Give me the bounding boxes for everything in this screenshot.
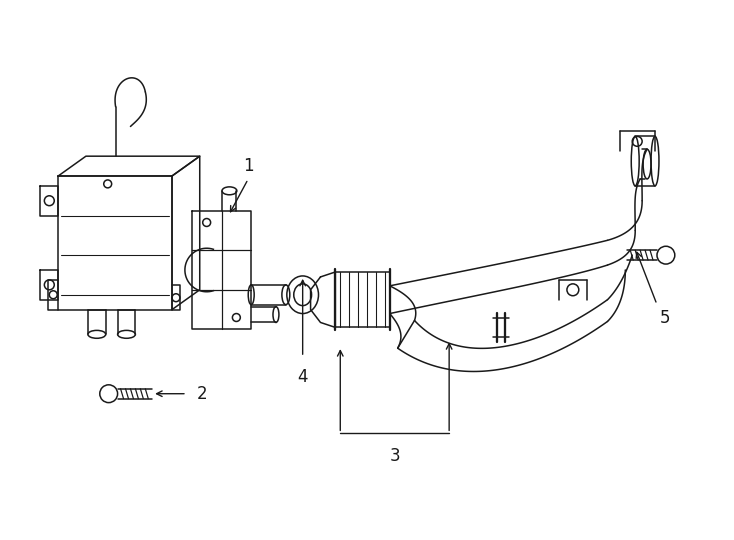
Text: 3: 3 [390,447,400,465]
Text: 5: 5 [660,308,670,327]
Text: 4: 4 [297,368,308,386]
Text: 1: 1 [243,157,253,175]
Text: 2: 2 [197,384,207,403]
